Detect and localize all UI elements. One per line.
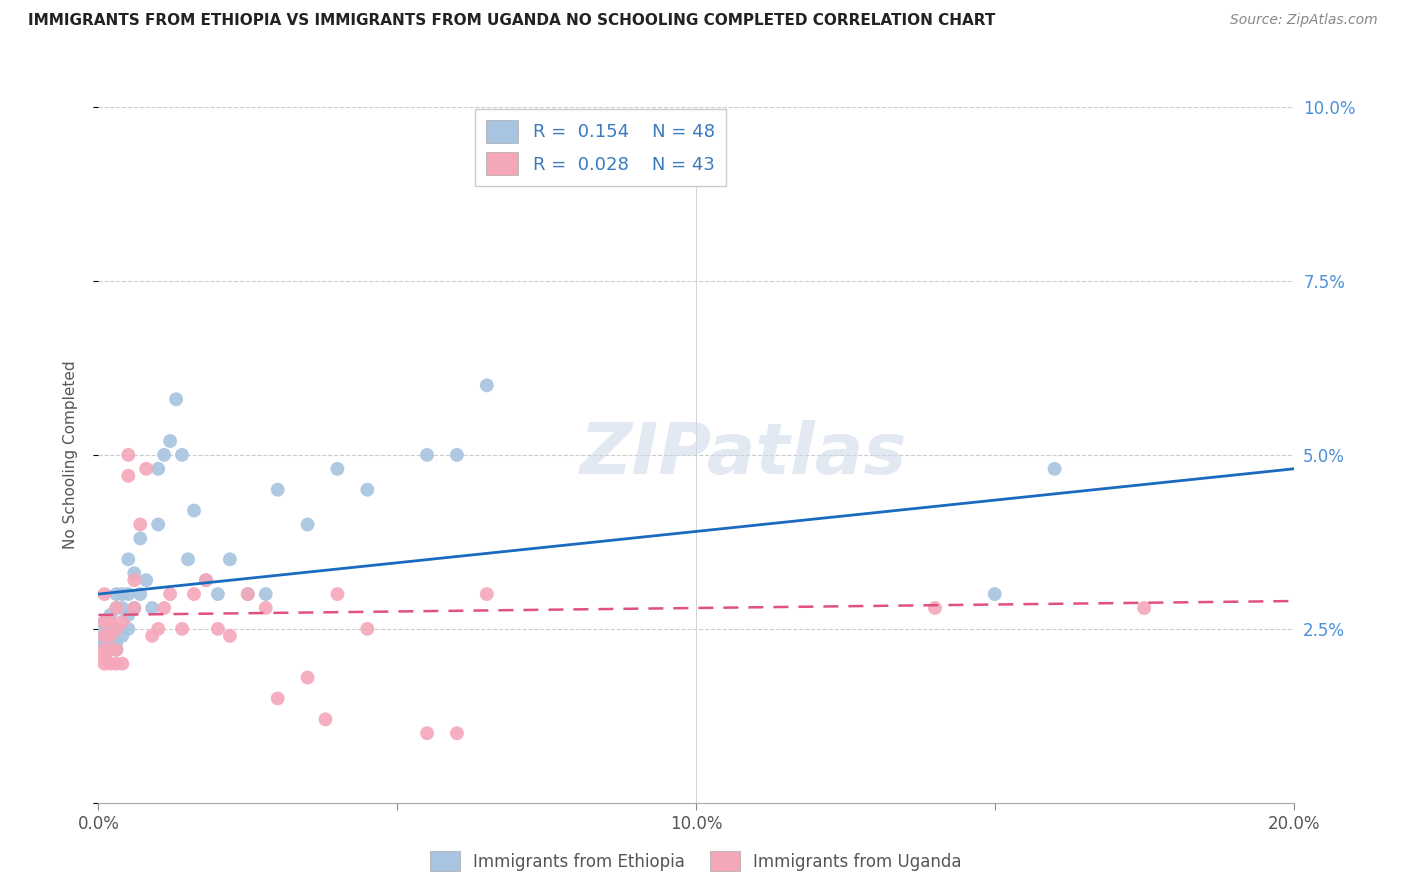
Point — [93, 657, 115, 671]
Point — [1043, 462, 1066, 476]
Point — [446, 448, 468, 462]
Point — [219, 629, 242, 643]
Point — [111, 657, 134, 671]
Point — [267, 691, 290, 706]
Point — [111, 601, 134, 615]
Y-axis label: No Schooling Completed: No Schooling Completed — [63, 360, 77, 549]
Legend: Immigrants from Ethiopia, Immigrants from Uganda: Immigrants from Ethiopia, Immigrants fro… — [423, 845, 969, 878]
Point — [183, 503, 205, 517]
Point — [165, 392, 187, 407]
Point — [326, 587, 349, 601]
Point — [124, 566, 146, 581]
Point — [100, 607, 122, 622]
Point — [446, 726, 468, 740]
Point — [297, 517, 319, 532]
Point — [129, 517, 152, 532]
Point — [1133, 601, 1156, 615]
Point — [105, 587, 128, 601]
Point — [984, 587, 1007, 601]
Point — [254, 601, 277, 615]
Point — [356, 622, 378, 636]
Point — [93, 615, 115, 629]
Point — [159, 587, 181, 601]
Point — [105, 622, 128, 636]
Point — [207, 622, 229, 636]
Point — [117, 622, 139, 636]
Point — [117, 552, 139, 566]
Point — [148, 462, 170, 476]
Point — [105, 657, 128, 671]
Point — [924, 601, 946, 615]
Point — [100, 622, 122, 636]
Point — [172, 622, 194, 636]
Text: ZIPatlas: ZIPatlas — [581, 420, 907, 490]
Point — [100, 636, 122, 650]
Point — [124, 573, 146, 587]
Point — [100, 642, 122, 657]
Point — [297, 671, 319, 685]
Point — [148, 622, 170, 636]
Point — [105, 601, 128, 615]
Text: Source: ZipAtlas.com: Source: ZipAtlas.com — [1230, 13, 1378, 28]
Point — [105, 642, 128, 657]
Point — [111, 629, 134, 643]
Point — [93, 649, 115, 664]
Point — [93, 629, 115, 643]
Point — [416, 726, 439, 740]
Point — [148, 517, 170, 532]
Point — [105, 601, 128, 615]
Point — [117, 448, 139, 462]
Point — [207, 587, 229, 601]
Point — [135, 573, 157, 587]
Point — [93, 587, 115, 601]
Point — [100, 657, 122, 671]
Point — [326, 462, 349, 476]
Point — [93, 622, 115, 636]
Point — [183, 587, 205, 601]
Point — [93, 629, 115, 643]
Point — [93, 615, 115, 629]
Point — [117, 468, 139, 483]
Point — [236, 587, 259, 601]
Point — [236, 587, 259, 601]
Point — [100, 642, 122, 657]
Point — [124, 601, 146, 615]
Point — [141, 601, 163, 615]
Point — [111, 615, 134, 629]
Text: IMMIGRANTS FROM ETHIOPIA VS IMMIGRANTS FROM UGANDA NO SCHOOLING COMPLETED CORREL: IMMIGRANTS FROM ETHIOPIA VS IMMIGRANTS F… — [28, 13, 995, 29]
Point — [100, 615, 122, 629]
Point — [111, 587, 134, 601]
Point — [93, 636, 115, 650]
Point — [172, 448, 194, 462]
Point — [141, 629, 163, 643]
Point — [93, 636, 115, 650]
Point — [129, 587, 152, 601]
Point — [159, 434, 181, 448]
Point — [117, 587, 139, 601]
Point — [153, 601, 176, 615]
Point — [124, 601, 146, 615]
Point — [105, 636, 128, 650]
Point — [416, 448, 439, 462]
Point — [315, 712, 337, 726]
Point — [195, 573, 218, 587]
Point — [135, 462, 157, 476]
Point — [105, 642, 128, 657]
Point — [219, 552, 242, 566]
Point — [267, 483, 290, 497]
Point — [93, 642, 115, 657]
Point — [177, 552, 200, 566]
Point — [254, 587, 277, 601]
Point — [475, 587, 498, 601]
Point — [129, 532, 152, 546]
Point — [117, 607, 139, 622]
Point — [475, 378, 498, 392]
Point — [153, 448, 176, 462]
Point — [195, 573, 218, 587]
Point — [356, 483, 378, 497]
Point — [100, 629, 122, 643]
